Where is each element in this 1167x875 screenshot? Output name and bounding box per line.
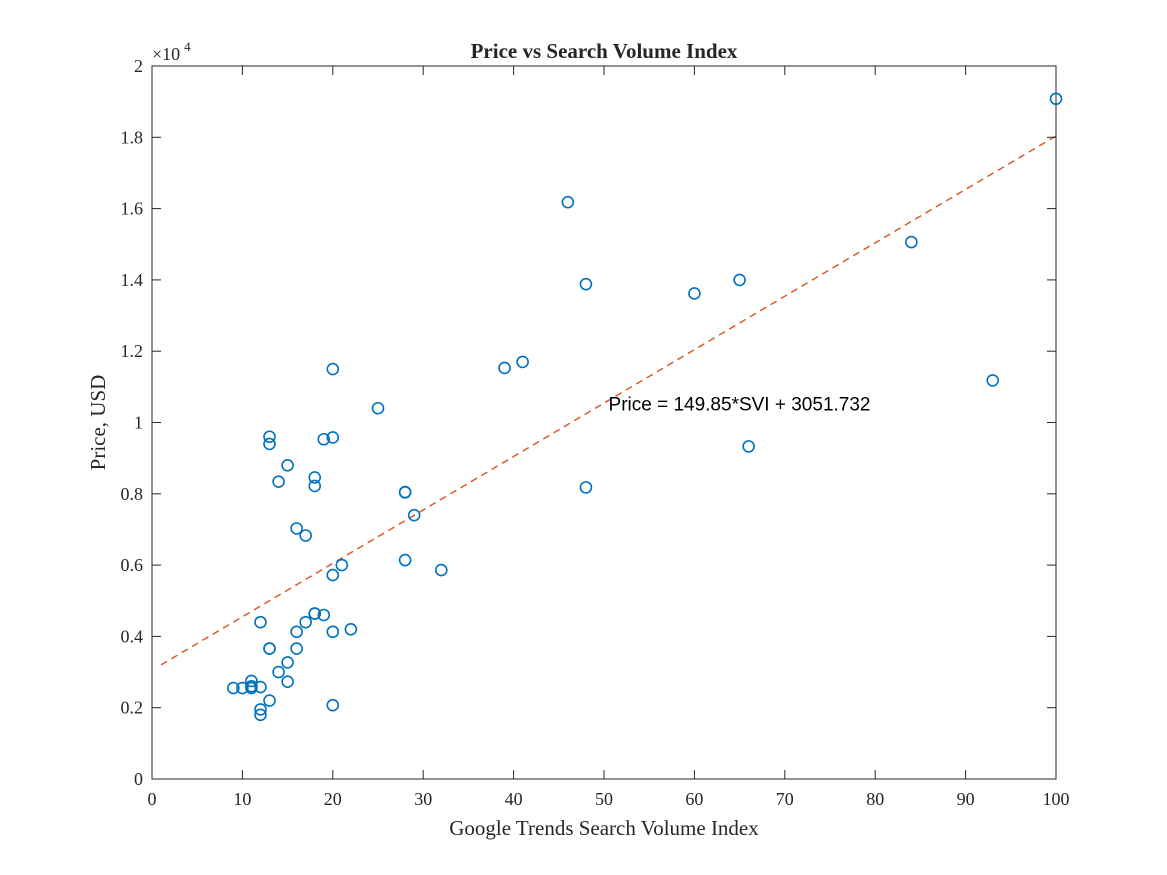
x-tick-label: 80	[866, 789, 884, 809]
data-point	[281, 656, 294, 669]
data-point	[290, 625, 303, 639]
data-point	[308, 479, 322, 493]
y-axis-exponent: ×10 4	[152, 39, 191, 64]
y-tick-label: 1.4	[121, 270, 144, 290]
x-tick-label: 50	[595, 789, 613, 809]
y-tick-label: 1	[134, 413, 143, 433]
data-point	[308, 471, 322, 484]
data-point	[398, 553, 412, 567]
data-point	[299, 615, 312, 629]
x-tick-label: 90	[957, 789, 975, 809]
fit-equation-annotation: Price = 149.85*SVI + 3051.732	[609, 395, 871, 416]
data-point	[263, 437, 276, 451]
data-point	[986, 374, 1000, 387]
data-point	[290, 522, 303, 535]
data-point	[742, 440, 755, 453]
y-exponent-multiplier: ×10	[152, 44, 180, 64]
data-point	[905, 235, 918, 249]
data-point	[281, 675, 294, 688]
y-axis-label: Price, USD	[86, 375, 110, 471]
data-point	[263, 430, 276, 444]
y-tick-label: 1.2	[121, 341, 144, 361]
data-point	[245, 681, 258, 695]
data-point	[733, 273, 746, 287]
data-point	[579, 481, 593, 494]
data-point	[326, 698, 340, 712]
axis-ticks: 0 10 20 30 40 50 60 70 80 90 100 0 0.2 0.4 0.6 0.8 1 1.2 1…	[121, 56, 1070, 809]
y-tick-label: 0	[134, 769, 143, 789]
x-tick-label: 10	[233, 789, 251, 809]
data-point	[263, 694, 276, 707]
data-point	[516, 355, 529, 369]
data-point	[299, 529, 312, 542]
y-exponent-power: 4	[184, 39, 191, 54]
fit-line	[160, 135, 1057, 666]
data-point	[317, 608, 331, 622]
y-tick-label: 1.6	[121, 199, 144, 219]
x-axis-label: Google Trends Search Volume Index	[449, 816, 759, 840]
x-tick-label: 20	[324, 789, 342, 809]
data-point	[407, 508, 421, 522]
data-point	[498, 361, 511, 375]
data-point	[281, 458, 294, 472]
axes-box	[151, 65, 1057, 780]
x-tick-label: 60	[685, 789, 703, 809]
data-point	[254, 615, 267, 629]
data-point	[308, 607, 322, 620]
data-point	[272, 475, 285, 488]
data-point	[561, 195, 575, 209]
x-tick-label: 100	[1043, 789, 1070, 809]
data-point	[344, 622, 358, 636]
y-tick-label: 0.8	[121, 484, 144, 504]
x-tick-label: 0	[148, 789, 157, 809]
data-point	[317, 432, 331, 446]
data-point	[236, 681, 249, 695]
y-tick-label: 0.4	[121, 626, 144, 646]
y-tick-label: 0.6	[121, 555, 144, 575]
data-point	[326, 568, 340, 582]
data-point	[290, 642, 303, 655]
x-tick-label: 70	[776, 789, 794, 809]
y-tick-label: 2	[134, 56, 143, 76]
data-point	[254, 703, 267, 716]
data-point	[579, 277, 593, 291]
data-point	[398, 486, 412, 499]
y-tick-label: 1.8	[121, 127, 144, 147]
data-point	[1049, 92, 1063, 106]
plot-area	[151, 65, 1057, 780]
data-point	[371, 401, 385, 415]
data-point	[335, 558, 349, 572]
data-point	[245, 674, 258, 688]
data-point	[263, 642, 276, 655]
x-tick-label: 30	[414, 789, 432, 809]
fit-layer	[160, 135, 1057, 666]
chart-title: Price vs Search Volume Index	[471, 39, 738, 63]
data-point	[434, 563, 448, 577]
data-point	[272, 665, 285, 679]
data-points	[227, 92, 1063, 722]
data-point	[326, 625, 340, 639]
data-point	[227, 681, 240, 695]
x-tick-label: 40	[505, 789, 523, 809]
data-point	[326, 431, 340, 444]
data-point	[688, 287, 701, 300]
data-point	[326, 362, 340, 376]
y-tick-label: 0.2	[121, 698, 144, 718]
data-point	[254, 708, 267, 722]
data-point	[254, 680, 267, 694]
